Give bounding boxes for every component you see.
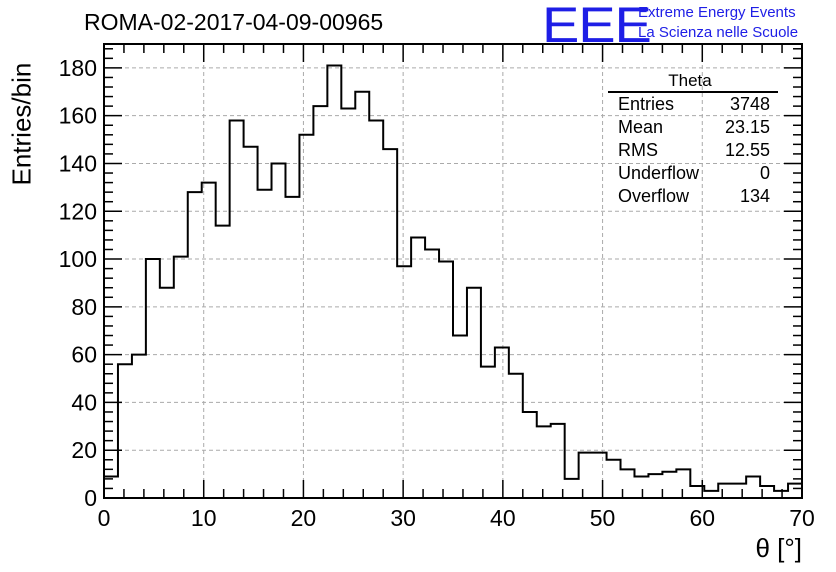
stats-label: Underflow (618, 163, 700, 183)
y-tick-label: 100 (59, 246, 97, 272)
histogram-bin (607, 460, 621, 498)
x-tick-label: 50 (590, 505, 616, 531)
histogram-bin (648, 474, 662, 498)
histogram-bin (662, 472, 676, 498)
histogram-bin (495, 347, 509, 498)
x-tick-label: 40 (490, 505, 516, 531)
chart-title: ROMA-02-2017-04-09-00965 (84, 9, 384, 35)
histogram-bin (369, 120, 383, 498)
histogram-bin (481, 367, 495, 498)
x-tick-label: 60 (689, 505, 715, 531)
histogram-bin (774, 491, 788, 498)
x-tick-label: 20 (291, 505, 317, 531)
stats-title: Theta (608, 71, 778, 93)
histogram-bin (439, 261, 453, 498)
histogram-bin (313, 106, 327, 498)
y-axis-label: Entries/bin (6, 62, 37, 186)
histogram-bin (188, 192, 202, 498)
y-tick-label: 180 (59, 55, 97, 81)
histogram-bin (132, 355, 146, 498)
histogram-bin (341, 109, 355, 498)
histogram-bin (788, 484, 802, 498)
stats-value: 12.55 (724, 140, 770, 160)
stats-label: RMS (618, 140, 658, 160)
histogram-bin (174, 257, 188, 498)
histogram-bin (732, 484, 746, 498)
y-tick-label: 60 (71, 342, 97, 368)
x-tick-label: 0 (98, 505, 111, 531)
stats-value: 134 (739, 186, 770, 206)
stats-value: 3748 (729, 94, 770, 114)
histogram-bin (244, 147, 258, 498)
x-tick-label: 10 (191, 505, 217, 531)
histogram-bin (760, 486, 774, 498)
x-tick-label: 70 (789, 505, 815, 531)
y-tick-label: 140 (59, 150, 97, 176)
histogram-bin (523, 412, 537, 498)
histogram-bin (160, 288, 174, 498)
histogram-bin (509, 374, 523, 498)
stats-row-overflow: Overflow 134 (608, 185, 778, 208)
histogram-bin (285, 197, 299, 498)
stats-value: 0 (759, 163, 770, 183)
stats-label: Overflow (618, 186, 690, 206)
histogram-bin (704, 491, 718, 498)
stats-row-rms: RMS 12.55 (608, 139, 778, 162)
y-tick-label: 40 (71, 389, 97, 415)
histogram-bin (453, 336, 467, 498)
logo-subtitle-2: La Scienza nelle Scuole (638, 24, 799, 41)
histogram-bin (216, 226, 230, 498)
histogram-bin (104, 476, 118, 498)
histogram-bin (537, 426, 551, 498)
histogram-bin (272, 163, 286, 498)
y-tick-label: 0 (84, 485, 97, 511)
histogram-bin (146, 259, 160, 498)
y-tick-label: 20 (71, 437, 97, 463)
histogram-bin (746, 476, 760, 498)
y-tick-labels: 0 20 40 60 80 100 120 140 160 180 (59, 55, 97, 511)
x-tick-labels: 0 10 20 30 40 50 60 70 (98, 505, 815, 531)
y-tick-label: 120 (59, 198, 97, 224)
plot-frame (103, 43, 803, 499)
histogram-bin (718, 484, 732, 498)
histogram-bin (565, 479, 579, 498)
stats-row-entries: Entries 3748 (608, 93, 778, 116)
histogram-bin (118, 364, 132, 498)
x-tick-label: 30 (390, 505, 416, 531)
x-axis-label: θ [°] (755, 533, 802, 563)
eee-logo: EEE (542, 0, 652, 53)
histogram-bin (327, 66, 341, 498)
histogram-bin (425, 249, 439, 498)
histogram-bin (230, 120, 244, 498)
histogram-bin (676, 469, 690, 498)
y-tick-label: 80 (71, 294, 97, 320)
histogram-bin (258, 190, 272, 498)
histogram-outline (103, 64, 803, 498)
stats-label: Mean (618, 117, 664, 137)
stats-label: Entries (618, 94, 675, 114)
y-tick-label: 160 (59, 103, 97, 129)
histogram-bin (383, 149, 397, 498)
stats-row-underflow: Underflow 0 (608, 162, 778, 185)
logo-subtitle-1: Extreme Energy Events (638, 4, 796, 21)
stats-row-mean: Mean 23.15 (608, 116, 778, 139)
histogram-bin (397, 266, 411, 498)
histogram-bin (551, 424, 565, 498)
histogram-bin (621, 469, 635, 498)
histogram-bin (467, 288, 481, 498)
stats-box: Theta Entries 3748 Mean 23.15 RMS 12.55 … (608, 71, 778, 208)
histogram-bin (202, 183, 216, 498)
histogram-bin (634, 476, 648, 498)
axis-ticks (103, 44, 803, 499)
histogram-bin (593, 453, 607, 498)
stats-value: 23.15 (724, 117, 770, 137)
histogram-bin (411, 238, 425, 498)
histogram-bin (299, 135, 313, 498)
histogram-bin (690, 486, 704, 498)
histogram-bin (355, 92, 369, 498)
histogram-bin (579, 453, 593, 498)
